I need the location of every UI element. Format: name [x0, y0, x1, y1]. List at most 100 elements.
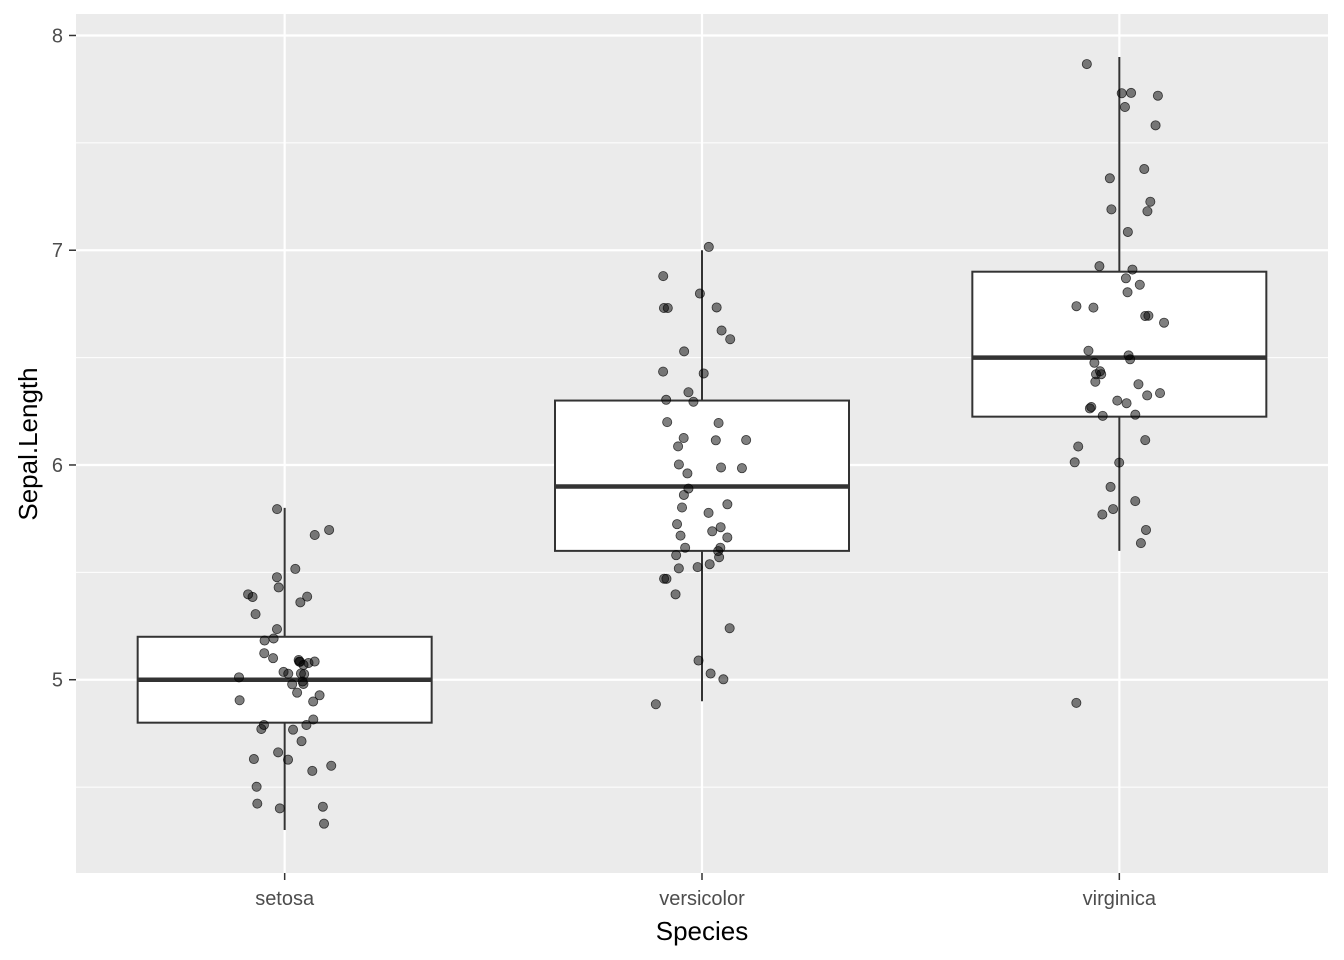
- data-point-virginica: [1122, 287, 1133, 298]
- data-point-versicolor: [683, 387, 694, 398]
- data-point-virginica: [1069, 457, 1080, 468]
- data-point-virginica: [1071, 697, 1082, 708]
- data-point-virginica: [1083, 345, 1094, 356]
- data-point-virginica: [1108, 504, 1119, 515]
- data-point-versicolor: [718, 674, 729, 685]
- data-point-virginica: [1091, 369, 1102, 380]
- data-point-setosa: [252, 798, 263, 809]
- data-point-setosa: [259, 635, 270, 646]
- box-virginica: [971, 270, 1268, 418]
- data-point-setosa: [234, 672, 245, 683]
- data-point-setosa: [292, 687, 303, 698]
- data-point-virginica: [1122, 226, 1133, 237]
- jitter-points: [234, 59, 1170, 829]
- box-versicolor: [554, 399, 850, 552]
- data-point-versicolor: [714, 552, 725, 563]
- data-point-versicolor: [715, 542, 726, 553]
- data-point-virginica: [1112, 395, 1123, 406]
- y-tick-label: 7: [52, 240, 63, 262]
- data-point-versicolor: [672, 519, 683, 530]
- data-point-virginica: [1150, 120, 1161, 131]
- data-point-virginica: [1105, 481, 1116, 492]
- data-point-versicolor: [722, 499, 733, 510]
- data-point-virginica: [1094, 261, 1105, 272]
- data-point-versicolor: [670, 589, 681, 600]
- data-point-virginica: [1081, 59, 1092, 70]
- data-point-setosa: [309, 530, 320, 541]
- data-point-versicolor: [658, 303, 669, 314]
- data-point-setosa: [273, 582, 284, 593]
- data-point-versicolor: [715, 522, 726, 533]
- data-point-virginica: [1142, 206, 1153, 217]
- data-point-versicolor: [658, 271, 669, 282]
- data-point-setosa: [298, 678, 309, 689]
- data-point-versicolor: [673, 563, 684, 574]
- data-point-setosa: [259, 648, 270, 659]
- data-point-versicolor: [693, 655, 704, 666]
- data-point-virginica: [1089, 357, 1100, 368]
- data-point-virginica: [1130, 409, 1141, 420]
- data-point-virginica: [1119, 102, 1130, 113]
- data-point-versicolor: [716, 462, 727, 473]
- data-point-virginica: [1116, 88, 1127, 99]
- data-point-versicolor: [703, 241, 714, 252]
- data-point-setosa: [307, 765, 318, 776]
- data-point-versicolor: [658, 366, 669, 377]
- y-tick-label: 6: [52, 455, 63, 477]
- data-point-setosa: [256, 723, 267, 734]
- data-point-virginica: [1130, 496, 1141, 507]
- data-point-setosa: [247, 591, 258, 602]
- data-point-versicolor: [673, 459, 684, 470]
- data-point-virginica: [1114, 457, 1125, 468]
- data-point-setosa: [326, 760, 337, 771]
- data-point-setosa: [250, 609, 261, 620]
- data-point-setosa: [273, 747, 284, 758]
- data-point-virginica: [1123, 350, 1134, 361]
- data-point-setosa: [301, 719, 312, 730]
- data-point-virginica: [1106, 204, 1117, 215]
- data-point-versicolor: [671, 550, 682, 561]
- data-point-virginica: [1139, 164, 1150, 175]
- data-point-setosa: [308, 696, 319, 707]
- data-point-versicolor: [725, 334, 736, 345]
- x-tick-label: virginica: [1083, 888, 1157, 910]
- data-point-versicolor: [736, 463, 747, 474]
- data-point-setosa: [302, 591, 313, 602]
- data-point-versicolor: [694, 288, 705, 299]
- data-point-setosa: [271, 624, 282, 635]
- data-point-versicolor: [682, 468, 693, 479]
- data-point-setosa: [287, 679, 298, 690]
- data-point-versicolor: [677, 502, 688, 513]
- data-point-virginica: [1135, 538, 1146, 549]
- data-point-virginica: [1097, 410, 1108, 421]
- data-point-versicolor: [703, 507, 714, 518]
- data-point-versicolor: [680, 542, 691, 553]
- data-point-versicolor: [662, 417, 673, 428]
- data-point-setosa: [308, 714, 319, 725]
- data-point-setosa: [309, 656, 320, 667]
- data-point-virginica: [1145, 196, 1156, 207]
- data-point-virginica: [1134, 279, 1145, 290]
- data-point-virginica: [1088, 302, 1099, 313]
- data-point-setosa: [295, 597, 306, 608]
- data-point-versicolor: [698, 368, 709, 379]
- data-point-virginica: [1133, 379, 1144, 390]
- data-point-setosa: [283, 754, 294, 765]
- data-point-setosa: [296, 736, 307, 747]
- x-axis-title: Species: [656, 916, 749, 946]
- data-point-virginica: [1084, 403, 1095, 414]
- data-point-setosa: [272, 504, 283, 515]
- data-point-setosa: [290, 563, 301, 574]
- data-point-virginica: [1120, 273, 1131, 284]
- y-tick-label: 5: [52, 670, 63, 692]
- y-axis-ticks: 5 6 7 8: [52, 25, 76, 692]
- data-point-virginica: [1104, 173, 1115, 184]
- boxes: [136, 270, 1268, 724]
- data-point-setosa: [317, 801, 328, 812]
- data-point-versicolor: [704, 559, 715, 570]
- x-tick-label: setosa: [255, 888, 315, 910]
- data-point-virginica: [1127, 264, 1138, 275]
- data-point-virginica: [1121, 398, 1132, 409]
- data-point-setosa: [248, 754, 259, 765]
- data-point-versicolor: [650, 699, 661, 710]
